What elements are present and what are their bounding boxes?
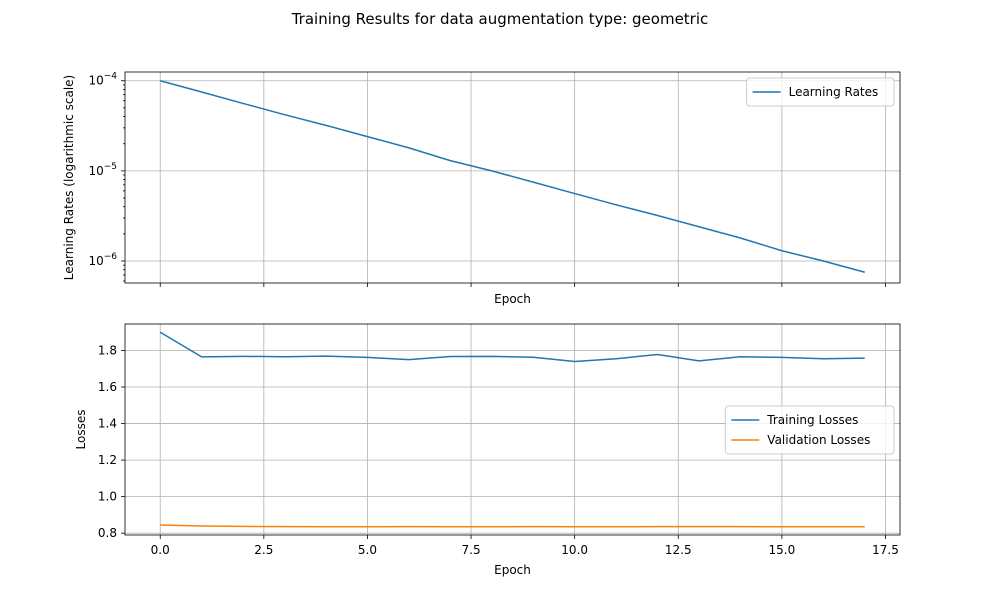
legend-label: Validation Losses bbox=[767, 433, 870, 447]
series-line bbox=[159, 331, 865, 363]
x-tick-label: 5.0 bbox=[358, 543, 377, 557]
losses-subplot: 0.0 2.5 5.0 7.5 10.0 12.5 15.0 17.5 0.8 1.0 1.2 1.4… bbox=[74, 323, 901, 577]
learning-rate-plot-frame bbox=[124, 71, 901, 284]
learning-rate-legend: Learning Rates bbox=[746, 77, 895, 107]
legend-frame bbox=[724, 405, 895, 455]
y-tick-label: 10−5 bbox=[88, 162, 117, 178]
series-line bbox=[160, 80, 865, 273]
learning-rate-axis-ticks: 10−4 10−5 10−6 bbox=[88, 72, 886, 287]
x-tick-label: 7.5 bbox=[462, 543, 481, 557]
losses-y-label: Losses bbox=[74, 410, 88, 450]
y-tick-label: 10−4 bbox=[88, 72, 117, 88]
learning-rate-y-label: Learning Rates (logarithmic scale) bbox=[62, 75, 76, 280]
series-line bbox=[160, 524, 865, 528]
y-tick-label: 1.8 bbox=[98, 343, 117, 357]
y-tick-label: 1.2 bbox=[98, 453, 117, 467]
losses-x-label: Epoch bbox=[494, 563, 531, 577]
y-tick-label: 1.4 bbox=[98, 417, 117, 431]
x-tick-label: 10.0 bbox=[561, 543, 588, 557]
x-tick-label: 12.5 bbox=[665, 543, 692, 557]
y-tick-label: 1.0 bbox=[98, 490, 117, 504]
losses-plot-frame bbox=[124, 323, 901, 536]
x-tick-label: 2.5 bbox=[254, 543, 273, 557]
legend-label: Learning Rates bbox=[789, 85, 879, 99]
legend-frame bbox=[746, 77, 895, 107]
figure-title: Training Results for data augmentation t… bbox=[291, 10, 709, 28]
learning-rate-subplot: 10−4 10−5 10−6 Epoch Learning Rates (logar… bbox=[62, 71, 901, 306]
y-tick-label: 10−6 bbox=[88, 252, 117, 268]
x-tick-label: 0.0 bbox=[151, 543, 170, 557]
x-tick-label: 17.5 bbox=[872, 543, 899, 557]
learning-rate-x-label: Epoch bbox=[494, 292, 531, 306]
y-tick-label: 1.6 bbox=[98, 380, 117, 394]
x-tick-label: 15.0 bbox=[769, 543, 796, 557]
losses-grid bbox=[125, 324, 900, 535]
y-tick-label: 0.8 bbox=[98, 526, 117, 540]
learning-rate-series-lines bbox=[160, 80, 865, 273]
losses-axis-ticks: 0.0 2.5 5.0 7.5 10.0 12.5 15.0 17.5 0.8 1.0 1.2 1.4… bbox=[98, 343, 899, 557]
losses-legend: Training Losses Validation Losses bbox=[724, 405, 895, 455]
legend-label: Training Losses bbox=[766, 413, 858, 427]
losses-series-lines bbox=[159, 331, 865, 528]
